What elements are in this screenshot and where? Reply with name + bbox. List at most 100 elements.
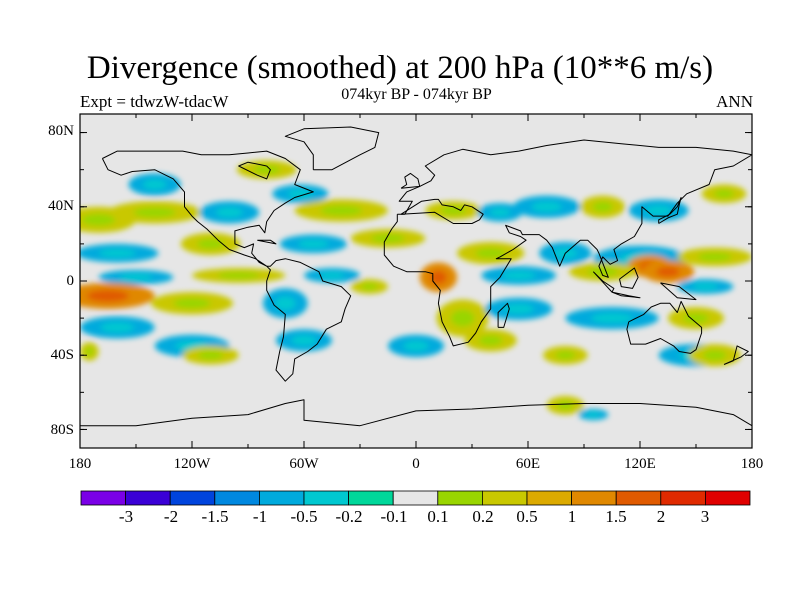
divergence-blob-core — [215, 207, 243, 218]
coastline — [626, 300, 703, 354]
lon-label-180e: 180 — [740, 456, 764, 472]
divergence-blob-core — [501, 271, 536, 280]
colorbar-label: 3 — [700, 507, 710, 526]
divergence-blob-core — [692, 283, 718, 290]
colorbar-swatch — [705, 490, 751, 506]
season-label: ANN — [716, 92, 753, 111]
divergence-blob-core — [320, 205, 363, 216]
colorbar-label: -0.1 — [380, 507, 408, 526]
coastline — [592, 271, 615, 293]
divergence-blob-core — [87, 289, 129, 302]
colorbar-swatch — [125, 490, 171, 506]
divergence-blob-core — [253, 165, 281, 174]
divergence-blob-core — [360, 283, 378, 290]
divergence-blob-core — [275, 296, 296, 310]
divergence-blob-core — [197, 238, 225, 249]
divergence-blob-core — [298, 239, 329, 249]
divergence-blob-core — [450, 309, 475, 327]
coastlines — [80, 126, 752, 427]
divergence-blob-core — [440, 206, 466, 215]
lat-label-80n: 80N — [48, 123, 74, 139]
divergence-blob-core — [586, 412, 601, 418]
divergence-blob-core — [556, 401, 574, 410]
divergence-blob-core — [645, 205, 673, 216]
divergence-blob-core — [287, 189, 313, 198]
colorbar-label: 2 — [656, 507, 666, 526]
divergence-blob-core — [489, 208, 511, 217]
lon-label-120w: 120W — [173, 456, 211, 472]
colorbar-label: 0.2 — [472, 507, 494, 526]
coastline — [383, 139, 752, 347]
coastline — [400, 198, 484, 224]
coastline — [660, 282, 697, 301]
divergence-blob-core — [555, 351, 576, 360]
lat-label-eq: 0 — [66, 273, 75, 289]
divergence-blob-core — [475, 248, 506, 259]
divergence-blob-core — [702, 350, 727, 361]
divergence-blob-core — [503, 303, 534, 314]
colorbar-label: 0.1 — [427, 507, 449, 526]
lon-label-180w: 180 — [68, 456, 92, 472]
colorbar-label: -0.2 — [335, 507, 363, 526]
divergence-blob-core — [656, 266, 680, 277]
period-label: 074kyr BP - 074kyr BP — [341, 86, 492, 103]
divergence-blob-core — [119, 273, 153, 281]
divergence-blob-core — [173, 298, 211, 309]
colorbar-swatch — [392, 490, 439, 506]
divergence-blob-core — [531, 201, 562, 212]
axis-ticks — [79, 114, 753, 448]
colorbar-swatch — [80, 490, 126, 506]
divergence-blob-core — [98, 248, 136, 258]
colorbar-label: -3 — [118, 507, 134, 526]
divergence-blob-core — [478, 335, 503, 346]
coastline — [723, 345, 749, 365]
colorbar-label: 0.5 — [516, 507, 538, 526]
lon-label-120e: 120E — [624, 456, 656, 472]
colorbar-label: -0.5 — [290, 507, 318, 526]
colorbar-swatch — [258, 490, 305, 506]
divergence-blob-core — [430, 270, 447, 284]
colorbar-label: 1.5 — [605, 507, 627, 526]
colorbar-swatch — [169, 490, 216, 506]
map-background — [80, 114, 752, 448]
colorbar-swatch — [348, 490, 394, 506]
colorbar-swatch — [615, 490, 662, 506]
colorbar-swatch — [660, 490, 706, 506]
colorbar-swatch — [481, 490, 528, 506]
coastline — [101, 150, 352, 382]
experiment-label: Expt = tdwzW-tdacW — [80, 92, 229, 111]
coastline — [400, 172, 421, 189]
divergence-blob-core — [198, 351, 224, 360]
coastline — [257, 239, 277, 245]
divergence-blob-core — [683, 313, 709, 324]
divergence-blob-core — [291, 335, 317, 346]
colorbar — [80, 490, 751, 506]
lon-label-60e: 60E — [515, 456, 541, 472]
coastline — [611, 291, 641, 299]
divergence-blob-core — [371, 234, 405, 243]
colorbar-swatch — [214, 490, 260, 506]
lat-label-40n: 40N — [48, 198, 74, 214]
coastline — [497, 302, 510, 328]
lat-label-40s: 40S — [50, 347, 74, 363]
divergence-field — [80, 160, 752, 421]
coastline — [238, 161, 271, 180]
coastline — [80, 399, 752, 427]
divergence-blob-core — [217, 272, 260, 279]
divergence-blob-core — [85, 347, 94, 356]
divergence-blob-core — [592, 201, 613, 212]
colorbar-label: -1 — [252, 507, 268, 526]
colorbar-swatch — [571, 490, 617, 506]
lon-label-0: 0 — [412, 456, 420, 472]
divergence-blob-core — [133, 207, 176, 218]
colorbar-swatch — [303, 490, 349, 506]
colorbar-label: -2 — [163, 507, 179, 526]
coastline — [284, 126, 380, 171]
divergence-blob-core — [142, 179, 167, 190]
divergence-blob-core — [713, 189, 735, 198]
colorbar-label: 1 — [567, 507, 577, 526]
divergence-blob-core — [591, 313, 633, 324]
colorbar-swatch — [526, 490, 572, 506]
divergence-blob-core — [697, 252, 732, 262]
